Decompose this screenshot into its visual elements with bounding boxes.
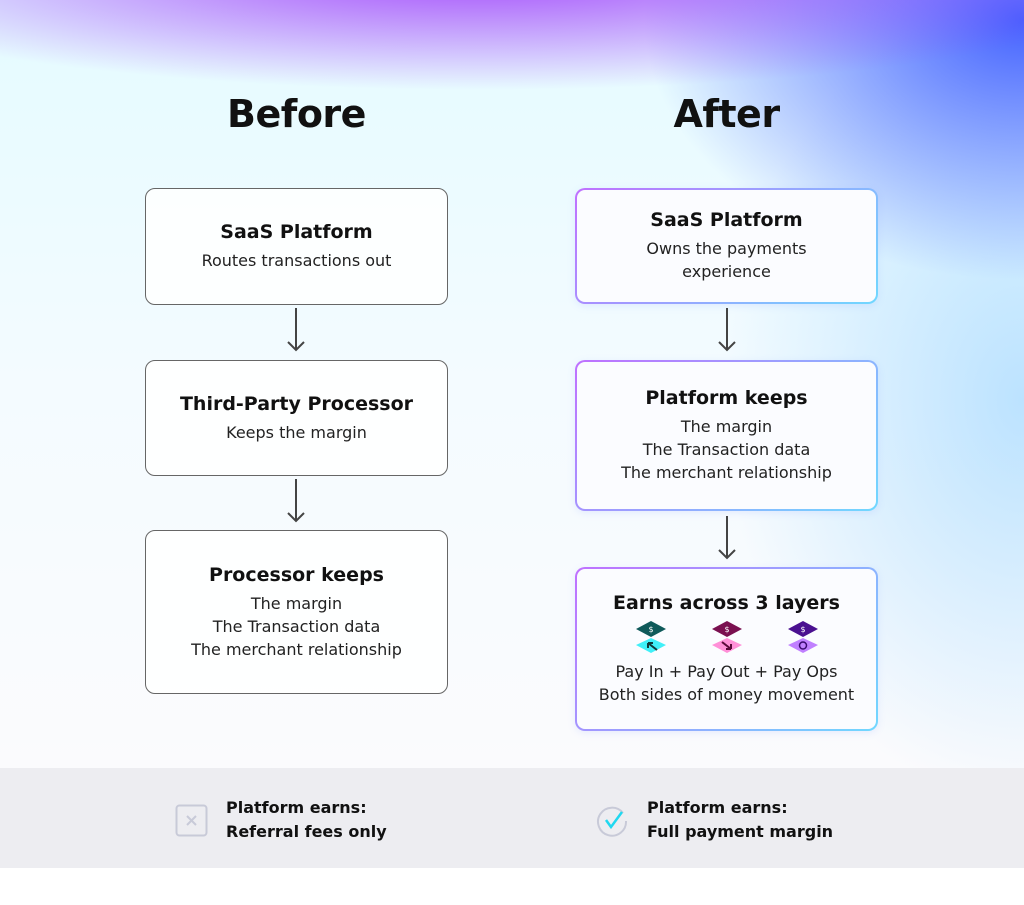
before-box-keeps: Processor keeps The margin The Transacti… [145, 530, 448, 694]
svg-text:$: $ [724, 625, 729, 634]
footer-band [0, 768, 1024, 868]
footer-line: Referral fees only [226, 822, 387, 841]
box-line: The margin [250, 593, 343, 613]
footer-line: Platform earns: [226, 798, 367, 817]
after-box-platform-keeps: Platform keeps The margin The Transactio… [575, 360, 878, 511]
box-line: Keeps the margin [226, 422, 367, 442]
box-line: The Transaction data [642, 440, 811, 459]
footer-line: Platform earns: [647, 798, 788, 817]
box-title: Platform keeps [645, 387, 808, 409]
box-line: The merchant relationship [191, 639, 402, 659]
before-heading: Before [227, 92, 366, 136]
box-line: experience [682, 262, 771, 281]
pay-out-icon: $ [711, 621, 742, 653]
box-line: Pay In + Pay Out + Pay Ops [615, 662, 838, 681]
check-icon [597, 806, 628, 837]
arrow-down-icon [718, 516, 736, 560]
pay-ops-icon: $ [787, 621, 818, 653]
pay-in-icon: $ [635, 621, 666, 653]
footer-line: Full payment margin [647, 822, 834, 841]
footer-before: Platform earns: Referral fees only [175, 796, 387, 844]
before-box-saas: SaaS Platform Routes transactions out [145, 188, 448, 305]
arrow-down-icon [718, 308, 736, 352]
after-heading: After [673, 92, 780, 136]
box-line: Owns the payments [646, 239, 807, 258]
box-title: Third-Party Processor [179, 392, 414, 415]
box-title: SaaS Platform [220, 221, 373, 243]
box-title: SaaS Platform [650, 209, 803, 231]
box-line: Both sides of money movement [598, 685, 855, 704]
box-title: Earns across 3 layers [613, 592, 840, 614]
after-box-saas: SaaS Platform Owns the payments experien… [575, 188, 878, 304]
footer-after: Platform earns: Full payment margin [596, 796, 833, 844]
after-box-earns: Earns across 3 layers $ $ $ Pay In + Pay… [575, 567, 878, 731]
box-line: The Transaction data [212, 616, 381, 636]
box-line: The margin [680, 417, 773, 436]
svg-text:$: $ [800, 625, 805, 634]
box-line: Routes transactions out [201, 251, 392, 270]
box-title: Processor keeps [209, 563, 384, 586]
arrow-down-icon [287, 308, 305, 352]
before-box-processor: Third-Party Processor Keeps the margin [145, 360, 448, 476]
x-icon [175, 804, 208, 836]
box-line: The merchant relationship [621, 463, 832, 482]
svg-text:$: $ [648, 625, 653, 634]
arrow-down-icon [287, 479, 305, 523]
